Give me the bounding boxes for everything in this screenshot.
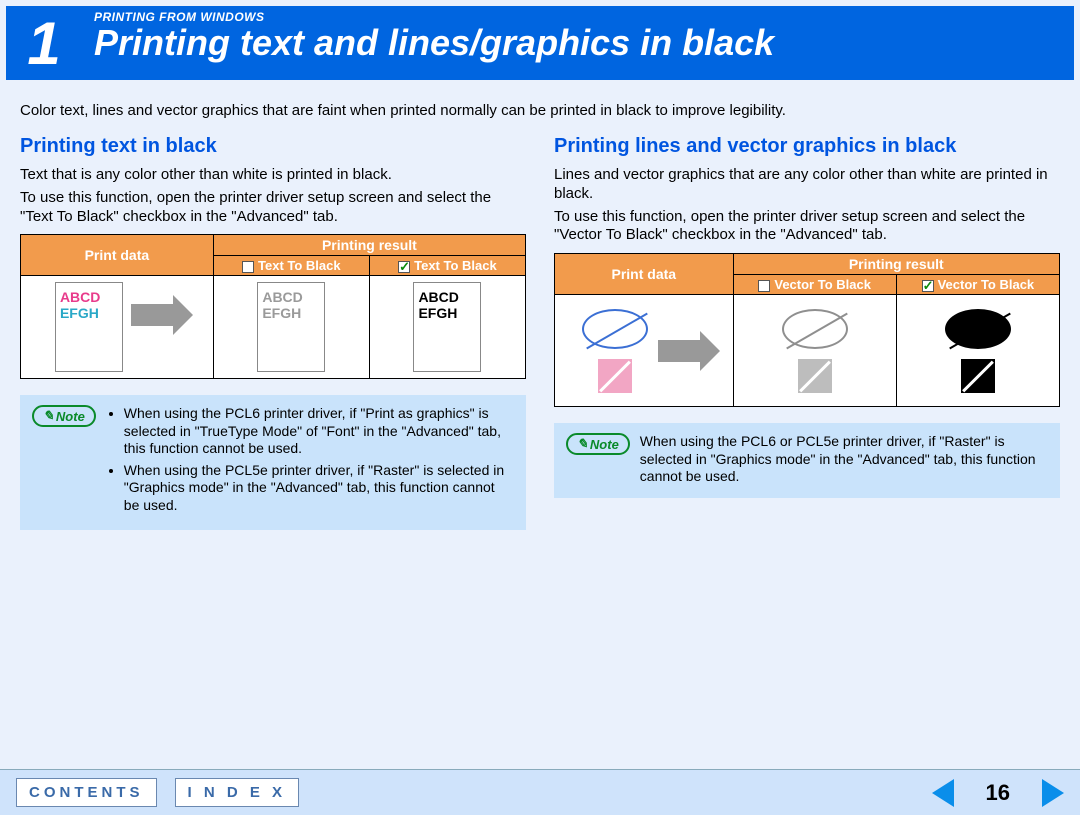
cell-printdata [555,295,734,407]
note-text: When using the PCL6 or PCL5e printer dri… [640,433,1048,486]
right-note: ✎Note When using the PCL6 or PCL5e print… [554,423,1060,498]
vector-to-black-table: Print data Printing result Vector To Bla… [554,253,1060,407]
vector-sample-faint [738,309,892,393]
vector-sample-original [582,309,648,393]
note-item: When using the PCL5e printer driver, if … [124,462,514,515]
arrow-icon [658,340,702,362]
cell-checked: ABCD EFGH [369,276,525,379]
sample-original: ABCD EFGH [55,282,123,372]
th-result: Printing result [733,254,1059,275]
th-unchecked: Text To Black [213,256,369,276]
cell-printdata: ABCD EFGH [21,276,214,379]
page-body: Color text, lines and vector graphics th… [0,80,1080,544]
checkbox-off-icon [242,261,254,273]
text-to-black-table: Print data Printing result Text To Black… [20,234,526,379]
checkbox-on-icon [398,261,410,273]
left-p2: To use this function, open the printer d… [20,189,526,227]
left-heading: Printing text in black [20,135,526,158]
right-p1: Lines and vector graphics that are any c… [554,166,1060,204]
next-page-button[interactable] [1042,779,1064,807]
left-p1: Text that is any color other than white … [20,166,526,185]
th-printdata: Print data [21,235,214,276]
page-header: 1 PRINTING FROM WINDOWS Printing text an… [6,6,1074,80]
page-number: 16 [986,780,1010,806]
th-unchecked: Vector To Black [733,275,896,295]
vector-sample-black [901,309,1055,393]
note-item: When using the PCL6 printer driver, if "… [124,405,514,458]
left-note: ✎Note When using the PCL6 printer driver… [20,395,526,530]
prev-page-button[interactable] [932,779,954,807]
th-printdata: Print data [555,254,734,295]
right-column: Printing lines and vector graphics in bl… [554,133,1060,530]
th-checked: Text To Black [369,256,525,276]
header-text: PRINTING FROM WINDOWS Printing text and … [84,6,784,80]
contents-button[interactable]: CONTENTS [16,778,157,807]
cell-unchecked: ABCD EFGH [213,276,369,379]
page-title: Printing text and lines/graphics in blac… [94,24,774,62]
note-badge: ✎Note [566,433,630,455]
left-column: Printing text in black Text that is any … [20,133,526,530]
index-button[interactable]: I N D E X [175,778,300,807]
arrow-icon [131,304,175,326]
intro-text: Color text, lines and vector graphics th… [20,102,1060,119]
cell-checked [896,295,1059,407]
checkbox-on-icon [922,280,934,292]
right-p2: To use this function, open the printer d… [554,208,1060,246]
sample-faint: ABCD EFGH [257,282,325,372]
cell-unchecked [733,295,896,407]
page-footer: CONTENTS I N D E X 16 [0,769,1080,815]
note-bullets: When using the PCL6 printer driver, if "… [106,405,514,518]
sample-black: ABCD EFGH [413,282,481,372]
chapter-number: 1 [6,6,84,80]
th-result: Printing result [213,235,525,256]
th-checked: Vector To Black [896,275,1059,295]
checkbox-off-icon [758,280,770,292]
note-badge: ✎Note [32,405,96,427]
right-heading: Printing lines and vector graphics in bl… [554,135,1060,158]
